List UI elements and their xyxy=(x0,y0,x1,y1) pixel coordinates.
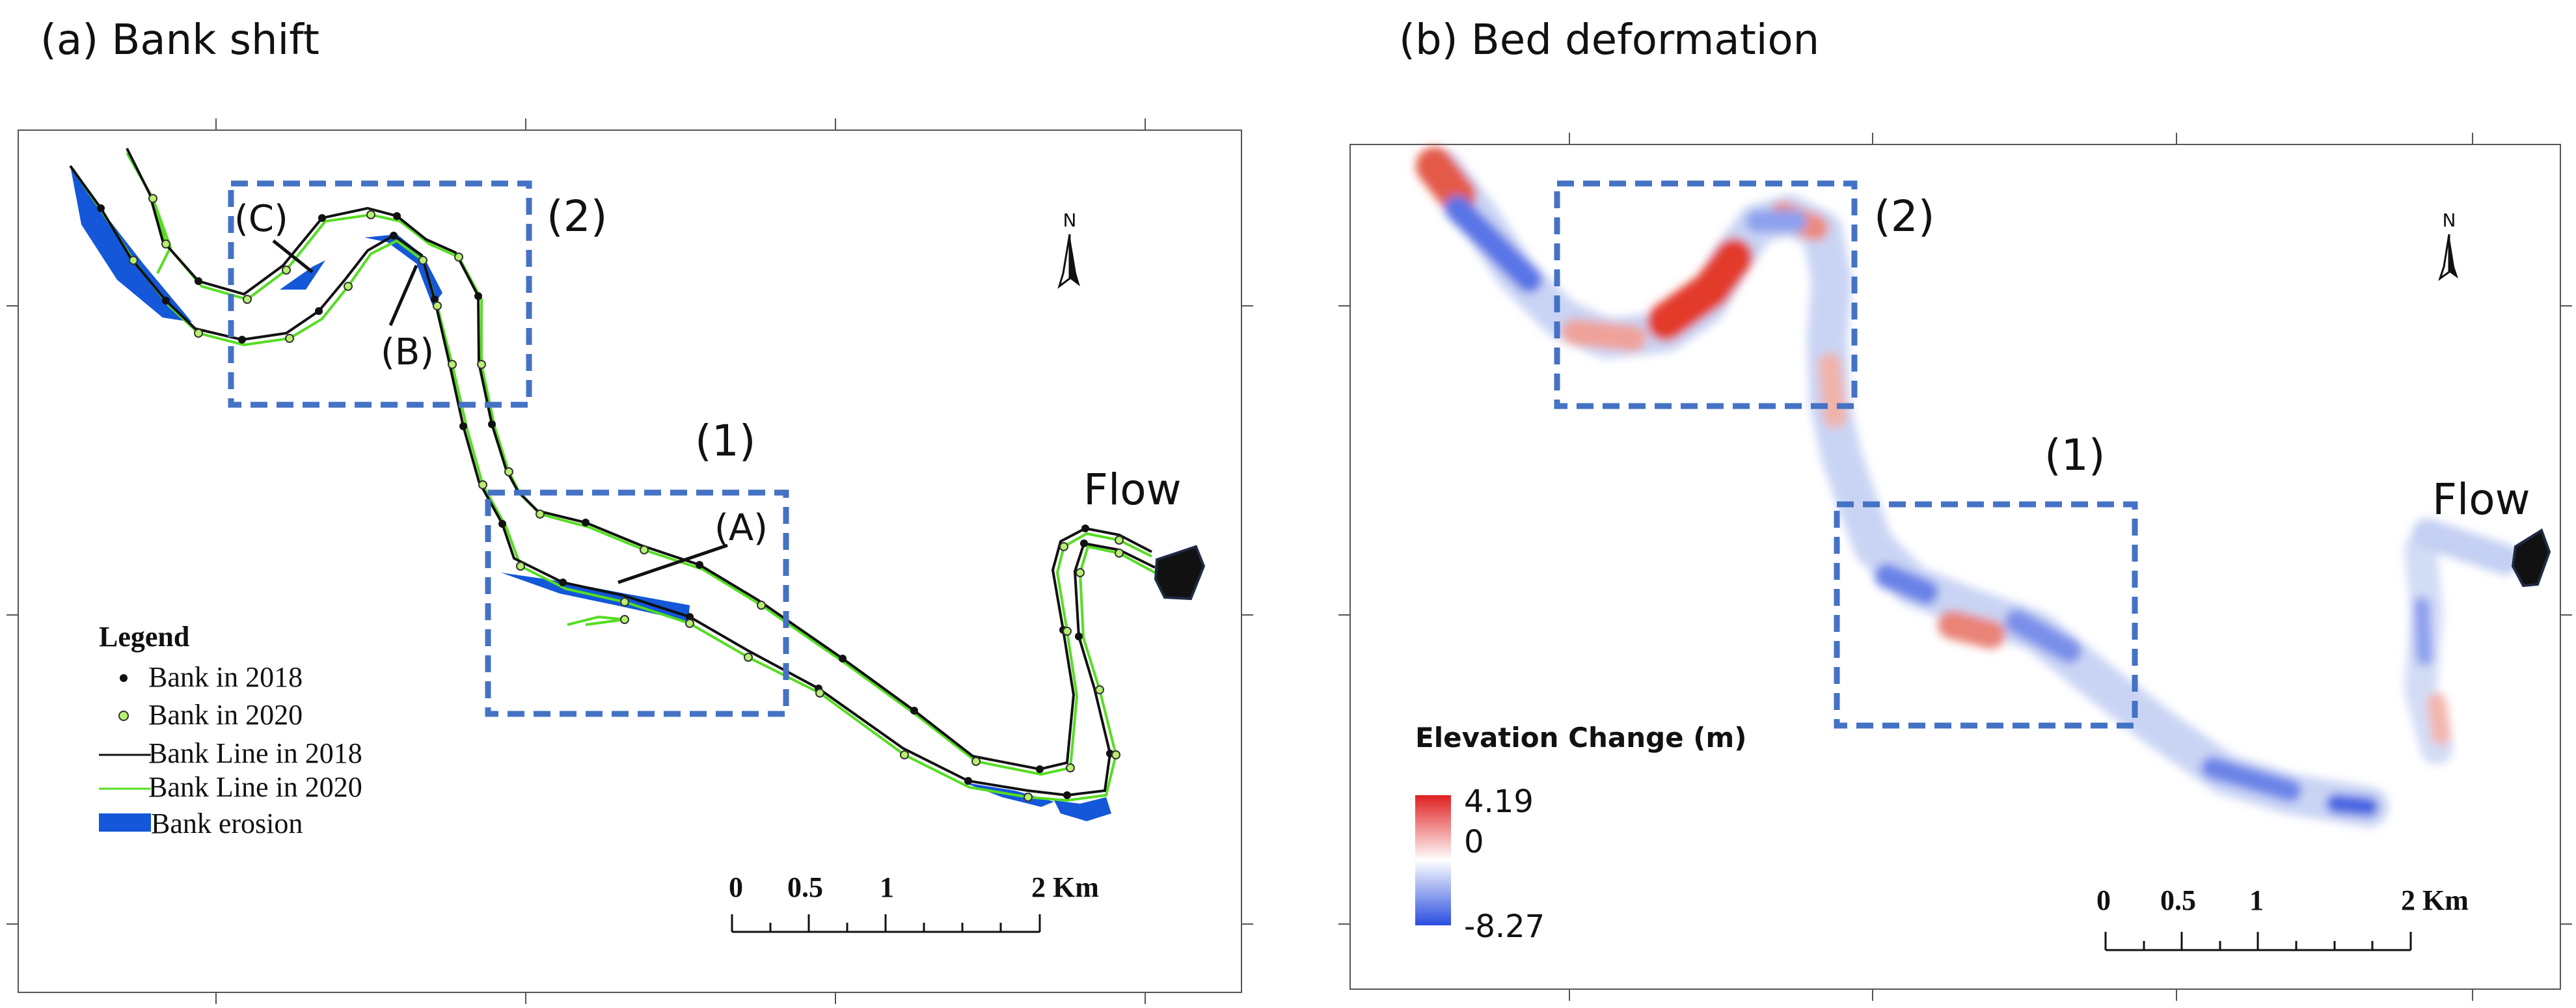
label-b: (B) xyxy=(381,331,434,374)
colorbar: Elevation Change (m) 4.19 0 -8.27 xyxy=(1415,722,1746,945)
panel-b-flow-arrow xyxy=(2511,528,2551,588)
svg-text:N: N xyxy=(1063,210,1077,231)
panel-b-box-2-label: (2) xyxy=(1874,191,1935,241)
panel-b-title: (b) Bed deformation xyxy=(1399,16,1820,64)
svg-text:Bank erosion: Bank erosion xyxy=(151,808,303,839)
svg-text:0.5: 0.5 xyxy=(2160,884,2196,916)
panel-b-frame-ticks xyxy=(1338,133,2572,1001)
panel-a-flow-arrow xyxy=(1154,545,1206,601)
bank-points-2020 xyxy=(129,194,1124,802)
panel-a-map: (2) (1) (C) (B) (A) N Flow Legend Bank i… xyxy=(7,118,1253,1004)
svg-text:Bank in 2020: Bank in 2020 xyxy=(148,699,303,731)
colorbar-max: 4.19 xyxy=(1464,783,1534,820)
svg-text:Legend: Legend xyxy=(99,621,189,653)
panel-a-box-2 xyxy=(228,180,532,408)
panel-a-frame-ticks xyxy=(7,118,1253,1004)
panel-a-frame xyxy=(18,129,1242,993)
panel-a-box-1 xyxy=(485,489,789,717)
panel-a-legend: Legend Bank in 2018 Bank in 2020 Bank Li… xyxy=(99,621,362,839)
svg-text:1: 1 xyxy=(880,871,894,903)
panel-a-scale-bar: 0 0.5 1 2 Km xyxy=(729,871,1099,933)
colorbar-gradient xyxy=(1415,795,1451,925)
panel-a-north-arrow: N xyxy=(1057,210,1080,289)
svg-text:Bank in 2018: Bank in 2018 xyxy=(148,661,303,693)
label-a: (A) xyxy=(714,507,768,549)
panel-a-box-2-label: (2) xyxy=(547,191,608,241)
label-c: (C) xyxy=(234,198,288,240)
panel-a-leader-lines xyxy=(272,239,728,584)
svg-text:0.5: 0.5 xyxy=(787,871,823,903)
svg-text:Bank Line in 2018: Bank Line in 2018 xyxy=(148,737,362,769)
bed-deformation-field xyxy=(1416,147,2520,827)
panel-b-scale-bar: 0 0.5 1 2 Km xyxy=(2096,884,2469,951)
panel-a-flow-label: Flow xyxy=(1083,465,1182,515)
colorbar-mid: 0 xyxy=(1464,824,1484,860)
panel-b-box-1-label: (1) xyxy=(2044,430,2106,480)
svg-text:0: 0 xyxy=(2096,884,2111,916)
panel-a-title: (a) Bank shift xyxy=(40,16,319,64)
panel-b-flow-label: Flow xyxy=(2432,474,2530,524)
panel-b-box-1 xyxy=(1834,501,2138,729)
svg-text:2 Km: 2 Km xyxy=(2401,884,2469,916)
svg-text:2 Km: 2 Km xyxy=(1031,871,1099,903)
panel-a-box-1-label: (1) xyxy=(695,416,756,466)
panel-b-map: (2) (1) N Flow Elevation Change (m) 4.19… xyxy=(1338,133,2572,1001)
svg-text:N: N xyxy=(2443,210,2456,231)
colorbar-title: Elevation Change (m) xyxy=(1415,722,1746,754)
panel-b-north-arrow: N xyxy=(2438,210,2458,281)
colorbar-min: -8.27 xyxy=(1464,908,1545,945)
svg-text:0: 0 xyxy=(729,871,743,903)
svg-text:1: 1 xyxy=(2249,884,2264,916)
svg-text:Bank Line in 2020: Bank Line in 2020 xyxy=(148,771,362,803)
